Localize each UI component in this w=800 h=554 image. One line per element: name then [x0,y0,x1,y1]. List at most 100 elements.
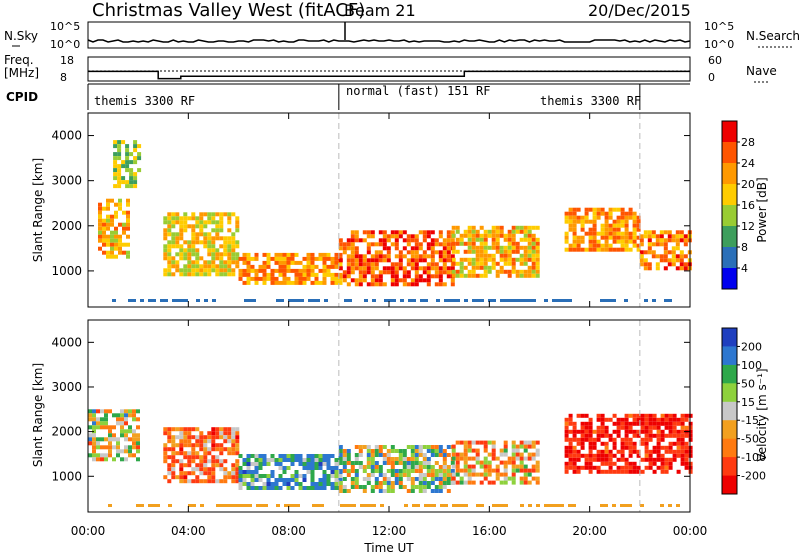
echo-cell [479,225,484,230]
cpid-label: CPID [6,90,38,104]
echo-cell [191,236,196,241]
echo-cell [334,256,339,261]
echo-cell [624,223,629,228]
echo-cell [612,429,617,434]
echo-cell [455,229,460,234]
noise-left-label: N.Sky [4,29,38,43]
echo-cell [175,264,180,269]
echo-cell [679,250,684,255]
echo-cell [596,465,601,470]
echo-cell [604,211,609,216]
echo-cell [402,238,407,243]
echo-cell [519,253,524,258]
echo-cell [108,437,112,442]
echo-cell [624,235,629,240]
colorbar-swatch [722,247,737,269]
echo-cell [126,234,130,239]
echo-cell [527,472,532,477]
echo-cell [346,238,351,243]
echo-cell [535,257,540,262]
echo-cell [676,449,681,454]
echo-cell [231,427,236,432]
echo-cell [110,254,114,259]
echo-cell [519,237,524,242]
echo-cell [503,468,508,473]
echo-cell [302,280,307,285]
echo-cell [100,409,104,414]
echo-cell [223,260,228,265]
echo-cell [600,223,605,228]
echo-cell [596,211,601,216]
echo-cell [483,269,488,274]
echo-cell [171,244,176,249]
echo-cell [223,427,228,432]
echo-cell [113,164,118,169]
echo-cell [310,256,315,261]
echo-cell [374,453,379,457]
echo-cell [624,461,629,466]
echo-cell [378,242,383,247]
y-tick-label: 1000 [51,264,82,278]
echo-cell [250,470,255,474]
echo-cell [398,230,403,235]
echo-cell [580,215,585,220]
echo-cell [572,231,577,236]
echo-cell [236,504,240,507]
echo-cell [98,234,102,239]
echo-cell [503,460,508,465]
echo-cell [580,227,585,232]
echo-cell [624,429,629,434]
echo-cell [326,272,331,277]
echo-cell [580,433,585,438]
echo-cell [227,248,232,253]
echo-cell [672,425,677,430]
echo-cell [600,469,605,474]
echo-cell [507,460,512,465]
echo-cell [118,250,122,255]
echo-cell [211,268,216,273]
echo-cell [183,256,188,261]
echo-cell [207,232,212,237]
echo-cell [96,441,100,446]
echo-cell [624,227,629,232]
colorbar-tick-label: 50 [741,377,755,390]
echo-cell [684,461,689,466]
echo-cell [620,215,625,220]
noise-right-tick-top: 10^5 [704,20,734,33]
echo-cell [195,451,200,456]
echo-cell [235,443,240,448]
echo-cell [672,429,677,434]
echo-cell [450,278,455,283]
echo-cell [471,225,476,230]
echo-cell [604,417,609,422]
echo-cell [588,219,593,224]
echo-cell [163,455,168,460]
echo-cell [398,477,403,481]
echo-cell [112,437,116,442]
echo-cell [434,473,439,477]
echo-cell [203,236,208,241]
echo-cell [434,282,439,287]
echo-cell [531,233,536,238]
echo-cell [300,299,304,302]
echo-cell [624,247,629,252]
echo-cell [596,457,601,462]
echo-cell [390,282,395,287]
echo-cell [171,260,176,265]
echo-cell [652,421,657,426]
echo-cell [326,478,331,482]
echo-cell [636,417,641,422]
echo-cell [624,215,629,220]
echo-cell [318,454,323,458]
echo-cell [191,268,196,273]
echo-cell [242,478,247,482]
echo-cell [108,429,112,434]
echo-cell [163,252,168,257]
echo-cell [406,282,411,287]
echo-cell [418,469,423,473]
echo-cell [330,272,335,277]
echo-cell [398,481,403,485]
echo-cell [616,227,621,232]
echo-cell [418,489,423,493]
echo-cell [246,276,251,281]
